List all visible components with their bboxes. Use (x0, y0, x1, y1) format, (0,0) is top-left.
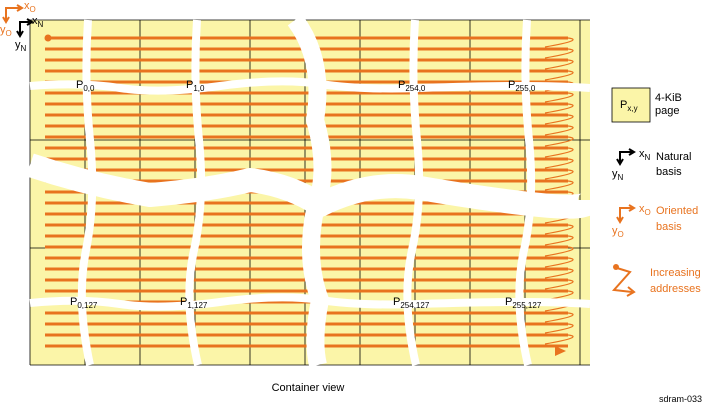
page-labels: P0,0 P1,0 P254,0 P255,0P0,127 P1,127 P254,127… (70, 79, 542, 310)
address-return (544, 224, 574, 235)
legend-natural-x: xN (639, 148, 651, 162)
page-label-main: P (505, 296, 512, 308)
address-return (544, 246, 574, 257)
page-label-sub: 254,0 (405, 84, 426, 93)
address-return (544, 48, 574, 59)
page-label-main: P (180, 296, 187, 308)
page-label-sub: 0,127 (77, 301, 98, 310)
page-label: P254,0 (398, 79, 426, 93)
page-label-main: P (398, 79, 405, 91)
address-return (544, 279, 574, 290)
page-label-sub: 254,127 (400, 301, 429, 310)
address-return (544, 257, 574, 268)
page-label-main: P (508, 79, 515, 91)
page-label-sub: 1,0 (193, 84, 205, 93)
address-return (544, 158, 574, 169)
address-return (544, 334, 574, 345)
page-label: P1,127 (180, 296, 208, 310)
start-dot (44, 34, 52, 42)
page-label: P0,127 (70, 296, 98, 310)
page-label-main: P (393, 296, 400, 308)
natural-x: xN (32, 15, 44, 29)
caption: Container view (272, 382, 345, 394)
legend-dot (613, 264, 619, 270)
basis-icons (2, 4, 34, 38)
page-label-main: P (76, 79, 83, 91)
address-return (544, 235, 574, 246)
address-return (544, 37, 574, 48)
legend-page-box (611, 87, 651, 123)
page-label-sub: 1,127 (187, 301, 208, 310)
page-label: P254,127 (393, 296, 430, 310)
address-return (544, 59, 574, 70)
address-return (544, 92, 574, 103)
address-return (544, 136, 574, 147)
address-return (544, 70, 574, 81)
cracks (26, 14, 602, 368)
address-return (544, 125, 574, 136)
page-label-main: P (70, 296, 77, 308)
address-return (544, 103, 574, 114)
address-return (544, 323, 574, 334)
legend-natural: Natural basis (656, 151, 691, 178)
legend-page-label: Px,y (620, 99, 638, 113)
page-label-sub: 0,0 (83, 84, 95, 93)
page-label: P1,0 (186, 79, 205, 93)
natural-y: yN (15, 39, 27, 53)
address-return (544, 169, 574, 180)
legend-natural-y: yN (612, 168, 624, 182)
legend-page-text: 4-KiB page (655, 92, 682, 117)
page-label-sub: 255,127 (512, 301, 541, 310)
oriented-y: yO (0, 24, 12, 38)
end-arrow (555, 346, 566, 356)
page-label-sub: 255,0 (515, 84, 536, 93)
address-return (544, 312, 574, 323)
address-return (544, 114, 574, 125)
legend-oriented-y: yO (612, 225, 624, 239)
address-return (544, 180, 574, 191)
figure-id: sdram-033 (659, 394, 702, 404)
address-return (544, 147, 574, 158)
page-label-main: P (186, 79, 193, 91)
legend-icons (611, 148, 636, 297)
oriented-x: xO (24, 0, 36, 14)
legend-oriented: Oriented basis (656, 205, 698, 233)
address-return (544, 268, 574, 279)
page-label: P0,0 (76, 79, 95, 93)
page-label: P255,0 (508, 79, 536, 93)
legend-increasing: Increasing addresses (650, 267, 701, 295)
page-label: P255,127 (505, 296, 542, 310)
legend-oriented-x: xO (639, 203, 651, 217)
